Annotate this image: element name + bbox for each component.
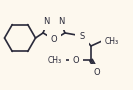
Text: N: N [58,17,65,26]
Text: O: O [94,68,100,77]
Text: CH₃: CH₃ [48,56,62,65]
Text: O: O [73,56,79,65]
Text: N: N [43,17,50,26]
Text: O: O [51,35,57,44]
Text: S: S [79,31,85,40]
Text: CH₃: CH₃ [105,37,119,46]
